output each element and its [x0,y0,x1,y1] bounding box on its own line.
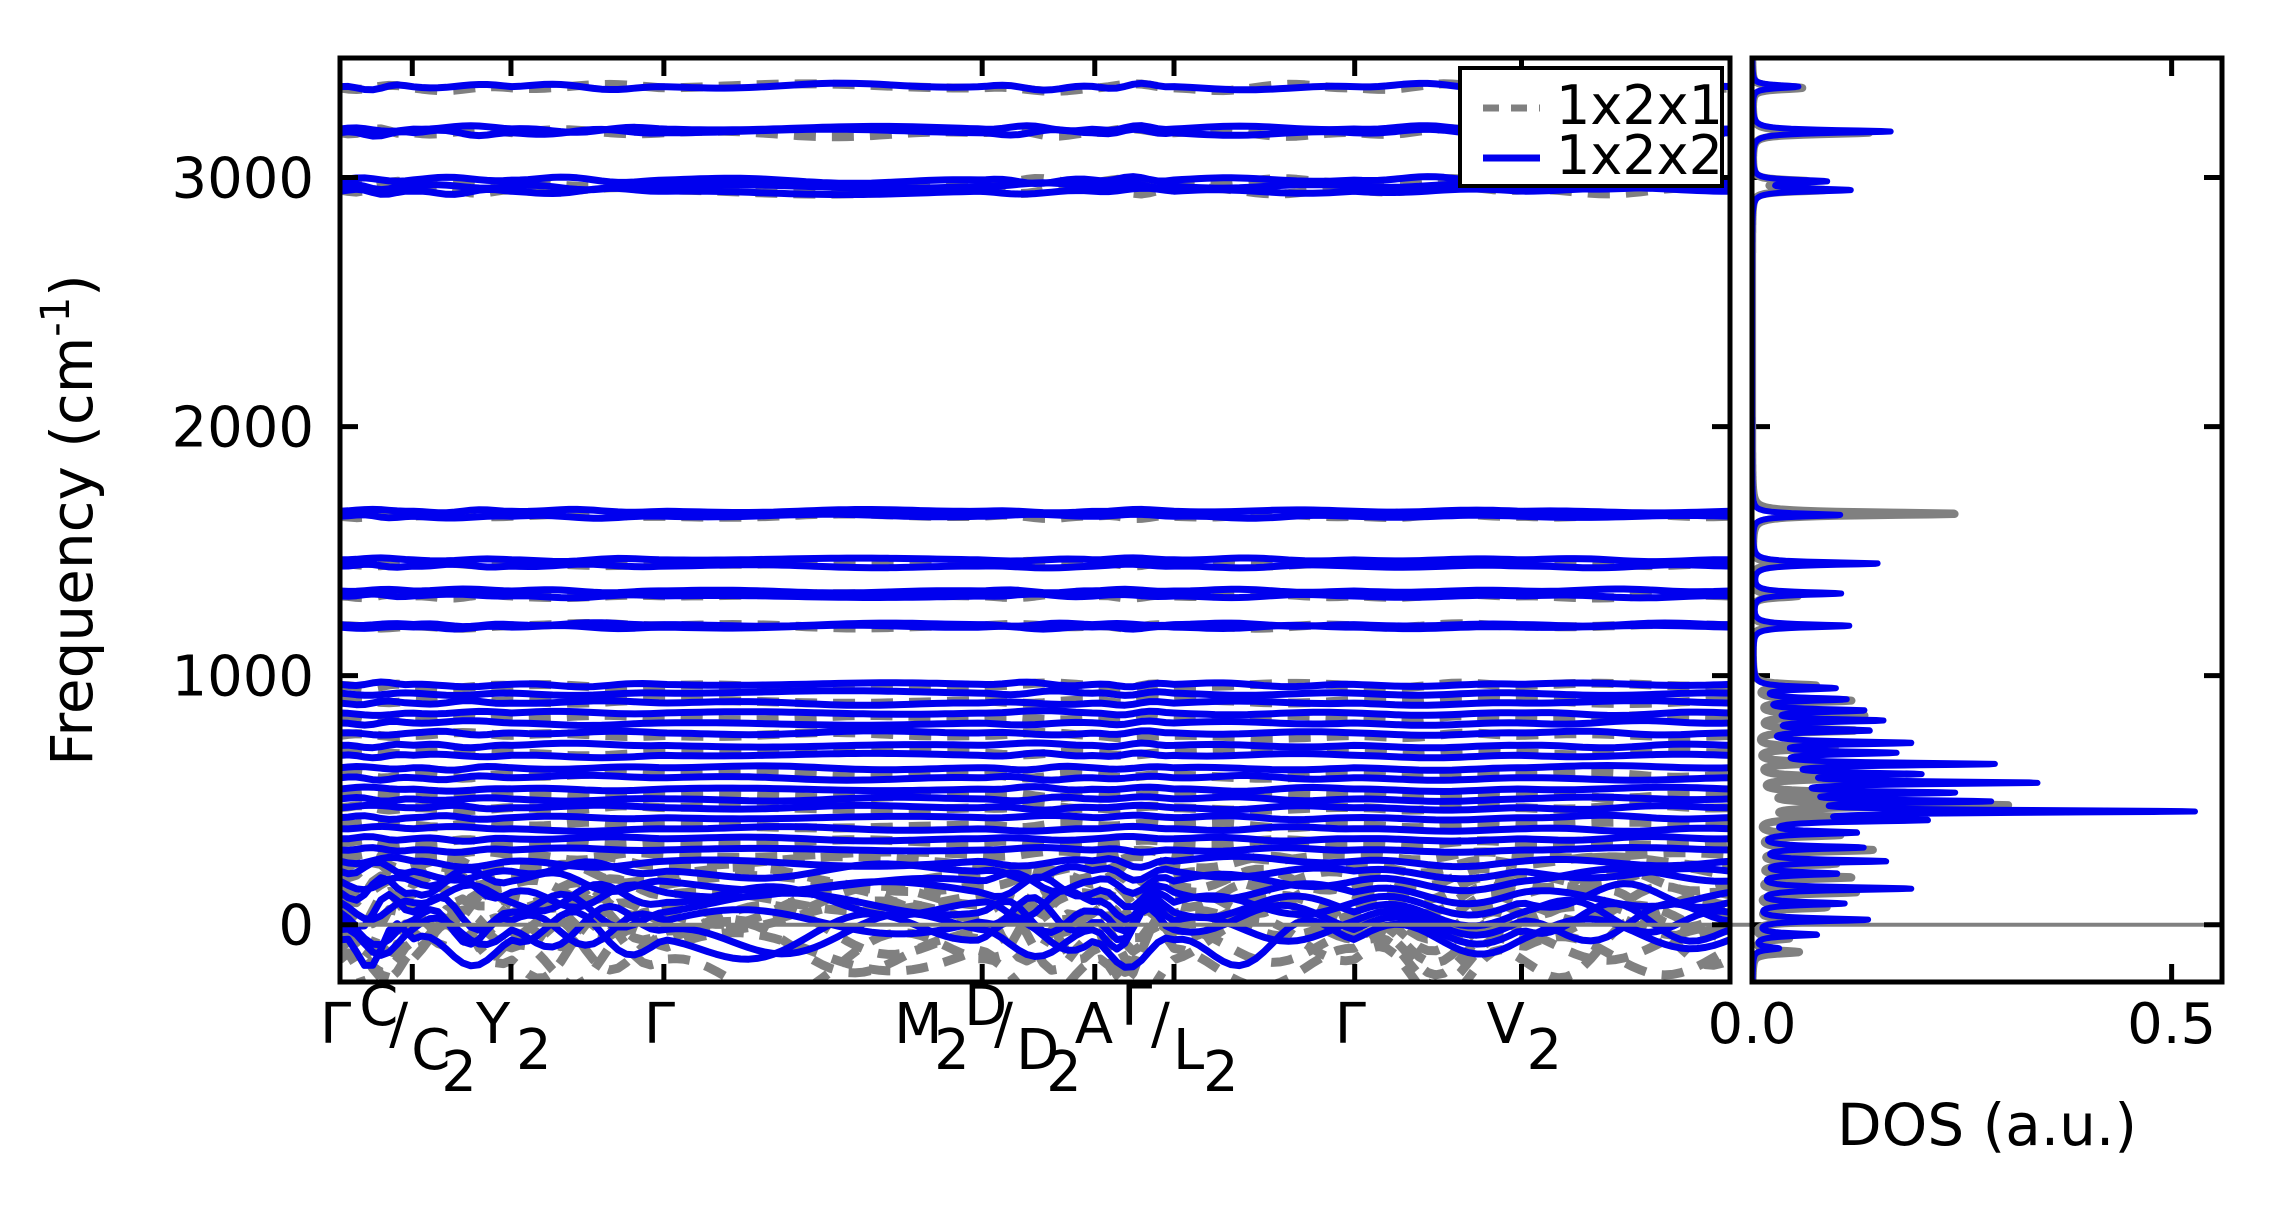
dos-curve-group [1752,58,2198,982]
x-tick-label-part: V [1487,992,1525,1057]
dos-x-ticks [1749,58,2175,982]
x-tick-label-part: / [389,992,408,1057]
x-tick-label-part: Γ [1121,974,1152,1039]
band-curve [340,783,1730,795]
x-tick-label-part: A [1075,992,1113,1057]
band-curve [340,678,1730,691]
x-tick-label-part: / [1151,992,1170,1057]
x-tick-label-part: L [1173,1018,1204,1083]
svg-text:Frequency (cm-1): Frequency (cm-1) [33,274,106,766]
x-tick-label-part: Γ [644,992,675,1057]
band-curve [340,687,1730,699]
band-curve [340,585,1730,597]
band-x-ticks [337,58,1524,982]
dos-x-tick-label-group: 0.0 0.5 [1707,992,2216,1057]
y-tick-label: 3000 [171,147,314,212]
band-curve [340,727,1730,739]
x-tick-label: Γ/L2 [1121,974,1239,1105]
band-curve [340,845,1730,865]
band-curve [340,880,1730,924]
y-axis-title-main: Frequency (cm [38,337,106,766]
band-curve [340,762,1730,774]
band-curve [340,844,1730,856]
band-curve [340,894,1730,949]
x-tick-label-part: M [894,992,942,1057]
x-tick-label-part: 2 [516,1018,552,1083]
x-tick-label-part: Y [475,992,511,1057]
band-curve [340,505,1730,517]
band-curve [340,852,1730,871]
band-curve [340,619,1730,631]
band-curve [340,749,1730,762]
band-curve [340,900,1730,960]
band-curve [340,822,1730,835]
band-curve [340,817,1730,833]
y-axis-title-tail: ) [38,274,106,297]
dos-x-tick-label: 0.5 [2127,992,2216,1057]
band-curve [340,717,1730,729]
x-tick-label: C/C2 [359,974,477,1105]
y-tick-label: 1000 [171,645,314,710]
band-curve [340,554,1730,566]
dos-axis-title: DOS (a.u.) [1837,1091,2137,1159]
x-tick-label-part: D [1016,1018,1059,1083]
legend-frame [1458,66,1724,188]
dos-axes-frame [1749,55,2225,985]
y-axis-title-exponent: -1 [33,297,79,337]
band-curve [340,811,1730,824]
y-tick-label: 2000 [171,396,314,461]
x-tick-label-part: / [994,992,1013,1057]
x-tick-label-part: C [411,1018,450,1083]
y-axis-title: Frequency (cm-1) [33,274,106,766]
x-tick-label-part: 2 [1527,1018,1563,1083]
x-tick-label-part: 2 [441,1040,477,1105]
x-tick-label-part: 2 [1203,1040,1239,1105]
legend-label-1x2x1: 1x2x1 [1556,74,1723,137]
legend: 1x2x1 1x2x2 [1458,66,1724,188]
x-tick-label: A [1075,992,1113,1057]
x-tick-label-part: C [359,974,398,1039]
band-curve [340,858,1730,892]
x-tick-label: Γ [644,992,675,1057]
y-tick-label-group: 0 1000 2000 3000 [171,147,314,959]
band-axes-frame [337,55,1733,985]
band-curve [340,801,1730,814]
band-curve [340,707,1730,719]
dos-x-tick-label: 0.0 [1707,992,1796,1057]
band-curve-group [340,79,1730,982]
band-curve [340,739,1730,752]
y-tick-label: 0 [278,894,314,959]
band-curve [340,710,1730,726]
x-tick-label-part: 2 [934,1018,970,1083]
x-tick-label-group: Γ C/C2Y 2 Γ M2D/D2A Γ/L2Γ V 2 [320,974,1562,1105]
x-tick-label: Γ [1335,992,1366,1057]
legend-label-1x2x2: 1x2x2 [1556,124,1723,187]
x-tick-label: M2D/D2 [894,974,1082,1105]
x-tick-label: Γ [320,992,351,1057]
x-tick-label-part: 2 [1046,1040,1082,1105]
x-tick-label-part: Γ [320,992,351,1057]
x-tick-label-part: D [964,974,1007,1039]
band-curve [340,833,1730,845]
x-tick-label-part: Γ [1335,992,1366,1057]
band-curve [340,771,1730,784]
band-curve [340,793,1730,805]
band-curve [340,697,1730,709]
